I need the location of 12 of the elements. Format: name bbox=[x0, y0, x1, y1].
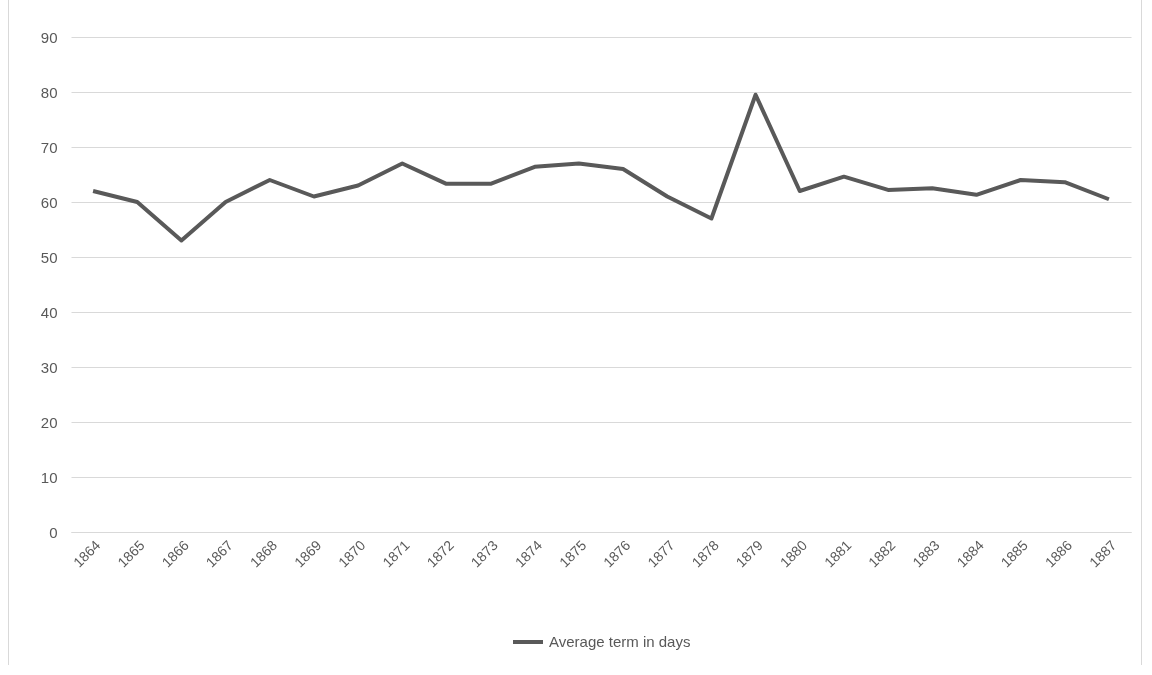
y-tick-label: 50 bbox=[40, 248, 58, 266]
y-tick-label: 20 bbox=[40, 413, 58, 431]
y-tick-label: 60 bbox=[40, 193, 58, 211]
line-series bbox=[91, 92, 1111, 243]
y-tick-label: 10 bbox=[40, 468, 58, 486]
y-tick-label: 40 bbox=[40, 303, 58, 321]
y-tick-label: 0 bbox=[49, 523, 58, 541]
y-tick-label: 90 bbox=[40, 28, 58, 46]
y-tick-label: 30 bbox=[40, 358, 58, 376]
legend-label: Average term in days bbox=[549, 633, 691, 650]
y-tick-label: 80 bbox=[40, 83, 58, 101]
y-tick-label: 70 bbox=[40, 138, 58, 156]
